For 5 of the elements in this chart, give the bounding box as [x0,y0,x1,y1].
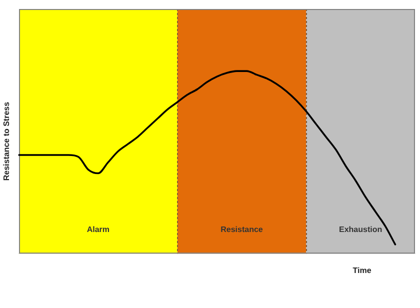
annotation: Resistance [220,224,264,234]
x-axis-title: Time [352,266,372,275]
annotation: Exhaustion [338,224,382,234]
y-axis-title: Resistance to Stress [2,101,12,181]
annotation: Alarm [86,224,110,234]
